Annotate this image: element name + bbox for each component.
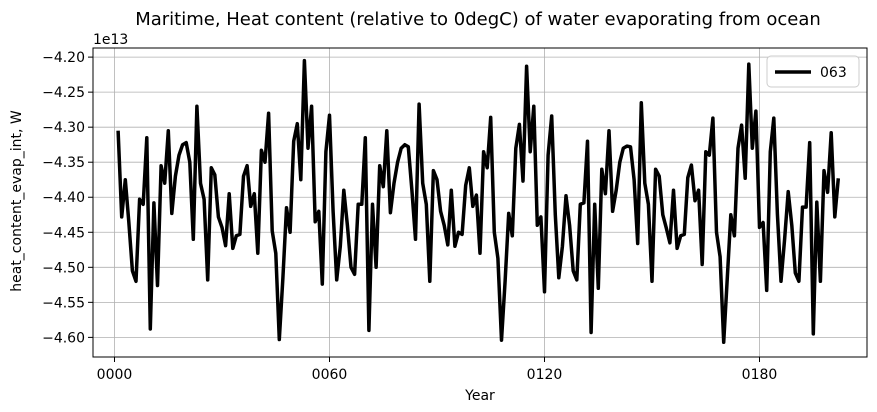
- y-tick-label: −4.55: [42, 295, 85, 311]
- legend-label: 063: [820, 65, 847, 81]
- y-tick-label: −4.60: [42, 330, 85, 346]
- y-tick-label: −4.50: [42, 260, 85, 276]
- y-axis: −4.60 −4.55 −4.50 −4.45 −4.40 −4.35 −4.30 −4.25…: [42, 50, 93, 346]
- y-tick-label: −4.30: [42, 120, 85, 136]
- y-tick-label: −4.45: [42, 225, 85, 241]
- y-tick-label: −4.40: [42, 190, 85, 206]
- y-tick-label: −4.35: [42, 155, 85, 171]
- series-layer: [116, 58, 841, 345]
- y-tick-label: −4.20: [42, 50, 85, 66]
- y-axis-label: heat_content_evap_int, W: [9, 110, 25, 292]
- x-tick-label: 0060: [312, 367, 348, 383]
- x-axis-label: Year: [464, 388, 495, 404]
- chart-title: Maritime, Heat content (relative to 0deg…: [135, 9, 821, 30]
- plot-frame: [92, 47, 868, 358]
- legend-box: [766, 55, 860, 88]
- x-tick-label: 0000: [97, 367, 133, 383]
- x-axis: 0000 0060 0120 0180: [97, 357, 778, 383]
- x-tick-label: 0180: [742, 367, 778, 383]
- legend: 063: [766, 55, 860, 88]
- series-line-063: [116, 58, 841, 345]
- y-offset-label: 1e13: [93, 32, 128, 48]
- y-tick-label: −4.25: [42, 85, 85, 101]
- x-tick-label: 0120: [527, 367, 563, 383]
